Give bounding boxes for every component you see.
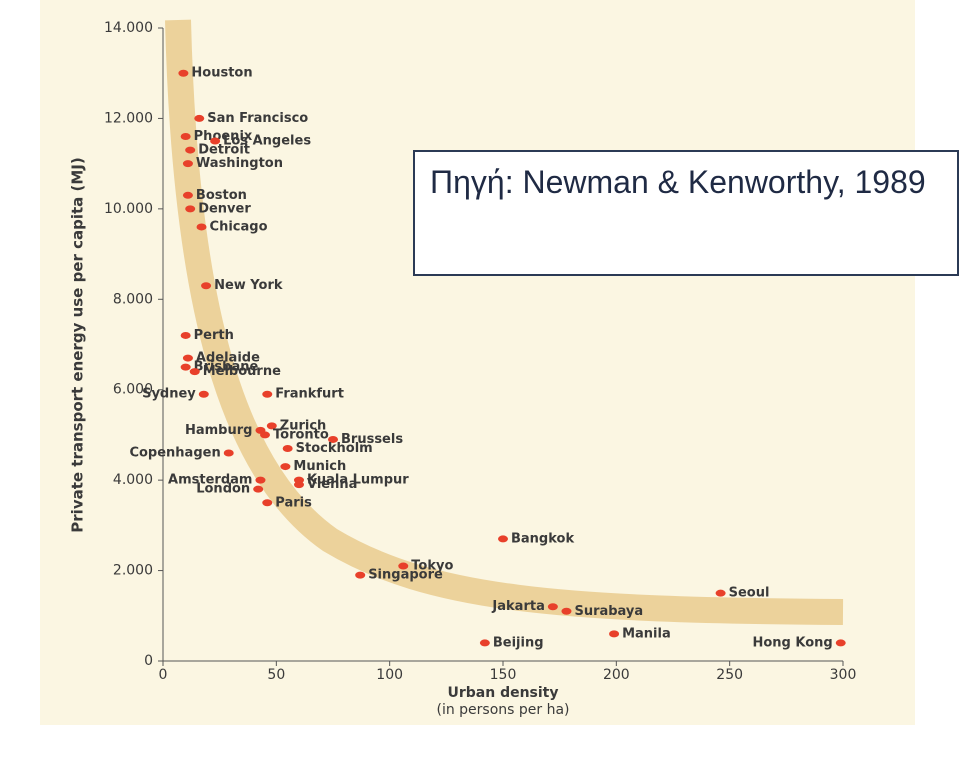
point-label: Denver — [198, 201, 251, 216]
point-label: San Francisco — [207, 111, 308, 126]
point — [260, 431, 270, 439]
x-tick-label: 0 — [159, 667, 168, 683]
point-label: Stockholm — [296, 441, 373, 456]
point — [355, 571, 366, 579]
point — [185, 146, 196, 154]
point — [835, 639, 846, 647]
x-tick-label: 300 — [830, 667, 857, 683]
x-tick-label: 150 — [490, 667, 517, 683]
point-label: Phoenix — [194, 129, 253, 144]
point-label: Copenhagen — [129, 446, 220, 461]
y-tick-label: 12.000 — [104, 110, 153, 126]
point-label: Bangkok — [511, 531, 574, 546]
point-label: Beijing — [493, 635, 544, 650]
point — [178, 69, 189, 77]
point-label: Frankfurt — [275, 387, 344, 402]
point-label: Perth — [194, 328, 234, 343]
point — [185, 205, 196, 213]
point-label: Jakarta — [491, 599, 544, 614]
y-tick-label: 8.000 — [113, 291, 153, 307]
point — [547, 603, 558, 611]
y-tick-label: 4.000 — [113, 472, 153, 488]
point — [282, 444, 293, 452]
point — [223, 449, 234, 457]
x-tick-label: 200 — [603, 667, 630, 683]
point-label: Brisbane — [194, 360, 259, 375]
point-label: Munich — [293, 459, 346, 474]
point — [498, 535, 508, 543]
plot: 0 2.000 4.000 6.000 8.000 10.000 12.000 14.000 0… — [104, 20, 856, 683]
point-label: Kuala Lumpur — [307, 473, 409, 488]
point — [210, 137, 221, 145]
annotation: Πηγή: Newman & Kenworthy, 1989 — [430, 164, 926, 200]
annotation-holder: Πηγή: Newman & Kenworthy, 1989 — [430, 164, 926, 200]
point — [715, 589, 726, 597]
point — [280, 463, 291, 471]
x-axis-label: Urban density — [447, 685, 558, 701]
point-label: Manila — [622, 626, 671, 641]
point — [328, 435, 338, 443]
point-label: Zurich — [280, 418, 327, 433]
point — [198, 390, 209, 398]
point — [182, 160, 193, 168]
x-tick-label: 250 — [716, 667, 743, 683]
point — [180, 331, 191, 339]
point — [196, 223, 207, 231]
point-label: Seoul — [729, 586, 770, 601]
point — [479, 639, 490, 647]
point-label: Sydney — [142, 387, 196, 402]
point — [180, 363, 191, 371]
point-label: Paris — [275, 495, 312, 510]
point-label: Surabaya — [574, 604, 643, 619]
point — [609, 630, 620, 638]
point-label: Melbourne — [203, 364, 281, 379]
point-label: Vienna — [307, 477, 357, 492]
y-tick-label: 2.000 — [113, 563, 153, 579]
y-tick-label: 14.000 — [104, 20, 153, 36]
point-label: Hong Kong — [752, 635, 832, 650]
y-tick-label: 10.000 — [104, 201, 153, 217]
x-tick-label: 100 — [376, 667, 403, 683]
point — [294, 481, 304, 489]
point — [194, 114, 205, 122]
point — [182, 191, 193, 199]
point-label: Amsterdam — [168, 473, 252, 488]
point-label: Houston — [191, 66, 252, 81]
point — [253, 485, 264, 493]
point-label: Detroit — [198, 143, 250, 158]
point — [561, 607, 572, 615]
point-label: Washington — [196, 156, 283, 171]
point — [266, 422, 277, 430]
point — [398, 562, 409, 570]
point-label: Chicago — [210, 219, 268, 234]
point-label: New York — [214, 278, 283, 293]
point — [180, 133, 191, 141]
y-axis-label: Private transport energy use per capita … — [69, 157, 87, 532]
x-tick-label: 50 — [267, 667, 285, 683]
point-label: Singapore — [368, 568, 443, 583]
point — [189, 368, 200, 376]
point — [182, 354, 193, 362]
y-tick-label: 6.000 — [113, 382, 153, 398]
point-label: London — [196, 482, 250, 497]
annotation-box — [413, 150, 959, 276]
point — [255, 476, 266, 484]
x-axis-sublabel: (in persons per ha) — [436, 702, 569, 718]
point-label: Boston — [196, 188, 247, 203]
point-label: Tokyo — [411, 559, 453, 574]
point — [262, 499, 273, 507]
point-label: Brussels — [341, 432, 403, 447]
point-label: Adelaide — [196, 351, 260, 366]
point-label: Los Angeles — [223, 134, 311, 149]
point — [262, 390, 273, 398]
point — [201, 282, 212, 290]
point-label: Hamburg — [185, 423, 252, 438]
point-label: Toronto — [273, 427, 329, 442]
trend-band — [165, 19, 844, 625]
y-tick-label: 0 — [144, 653, 153, 669]
